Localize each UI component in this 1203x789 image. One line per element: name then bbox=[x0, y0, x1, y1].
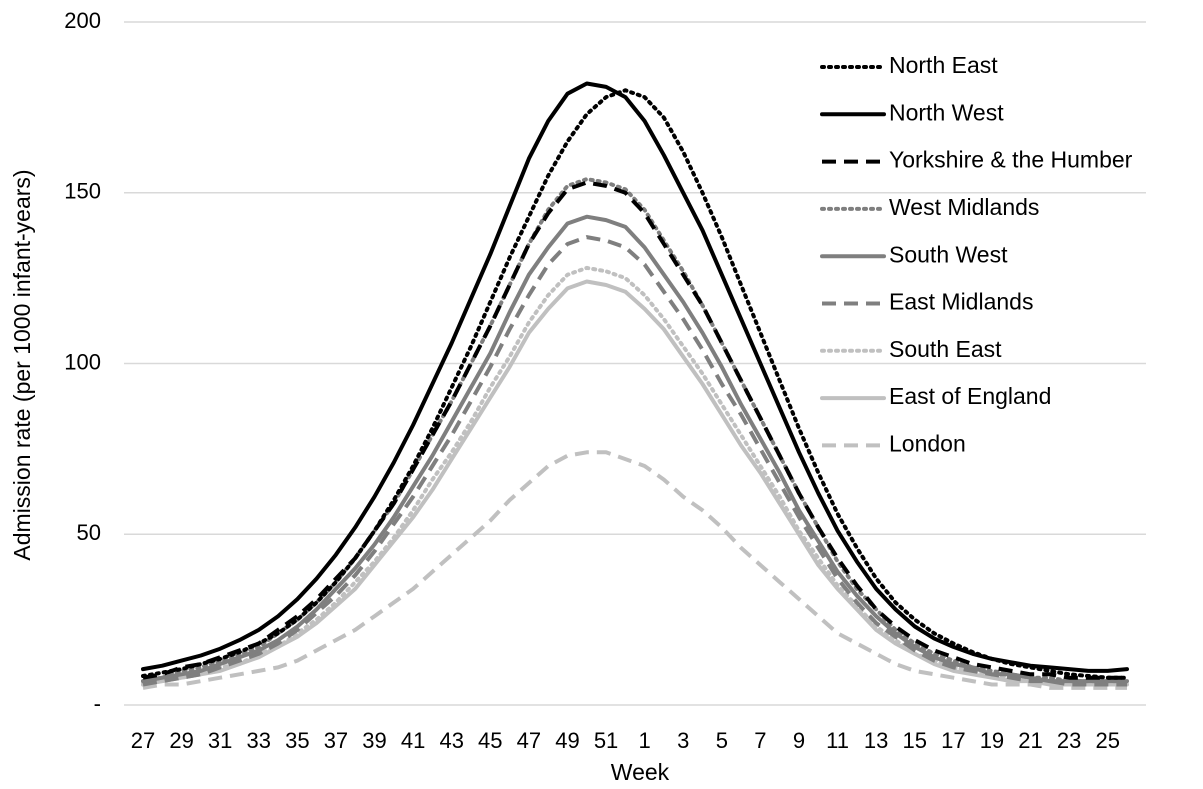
y-tick-label: 200 bbox=[64, 8, 101, 33]
x-tick-label: 11 bbox=[826, 728, 849, 753]
x-tick-label: 15 bbox=[903, 728, 927, 753]
x-tick-label: 29 bbox=[169, 728, 193, 753]
x-tick-label: 47 bbox=[517, 728, 541, 753]
legend-label: Yorkshire & the Humber bbox=[889, 147, 1133, 173]
legend-label: East of England bbox=[889, 383, 1051, 409]
x-tick-label: 5 bbox=[716, 728, 728, 753]
series-line bbox=[141, 265, 1129, 687]
series-line bbox=[142, 180, 1127, 680]
x-tick-label: 51 bbox=[594, 728, 618, 753]
legend-label: London bbox=[889, 430, 966, 456]
x-tick-label: 1 bbox=[639, 728, 651, 753]
x-tick-label: 43 bbox=[439, 728, 463, 753]
x-tick-label: 25 bbox=[1095, 728, 1119, 753]
x-tick-label: 21 bbox=[1018, 728, 1042, 753]
series-line bbox=[142, 450, 1127, 690]
x-tick-label: 39 bbox=[362, 728, 386, 753]
legend-label: West Midlands bbox=[889, 194, 1039, 220]
legend-label: East Midlands bbox=[889, 289, 1033, 315]
x-tick-label: 45 bbox=[478, 728, 502, 753]
x-tick-label: 33 bbox=[247, 728, 271, 753]
legend-label: North East bbox=[889, 52, 998, 78]
x-axis-label: Week bbox=[611, 759, 670, 785]
y-tick-label: 50 bbox=[77, 520, 101, 545]
series-line bbox=[141, 214, 1129, 684]
legend-label: North West bbox=[889, 99, 1004, 125]
y-tick-label: - bbox=[94, 691, 101, 716]
x-tick-label: 37 bbox=[324, 728, 348, 753]
x-tick-label: 31 bbox=[208, 728, 232, 753]
x-tick-label: 3 bbox=[677, 728, 689, 753]
x-tick-label: 19 bbox=[980, 728, 1004, 753]
legend-label: South West bbox=[889, 241, 1008, 267]
y-tick-label: 150 bbox=[64, 179, 101, 204]
series-line bbox=[141, 177, 1129, 684]
series-line bbox=[141, 81, 1129, 673]
x-tick-label: 41 bbox=[401, 728, 425, 753]
x-tick-label: 35 bbox=[285, 728, 309, 753]
x-tick-label: 13 bbox=[864, 728, 888, 753]
y-axis-label: Admission rate (per 1000 infant-years) bbox=[9, 169, 35, 560]
legend-label: South East bbox=[889, 336, 1002, 362]
x-tick-label: 9 bbox=[793, 728, 805, 753]
series-line bbox=[141, 88, 1129, 680]
series-line bbox=[142, 235, 1127, 687]
x-tick-label: 49 bbox=[555, 728, 579, 753]
y-tick-label: 100 bbox=[64, 349, 101, 374]
series-line bbox=[141, 279, 1129, 687]
x-tick-label: 7 bbox=[754, 728, 766, 753]
x-tick-label: 23 bbox=[1057, 728, 1081, 753]
x-tick-label: 27 bbox=[131, 728, 155, 753]
x-tick-label: 17 bbox=[941, 728, 965, 753]
